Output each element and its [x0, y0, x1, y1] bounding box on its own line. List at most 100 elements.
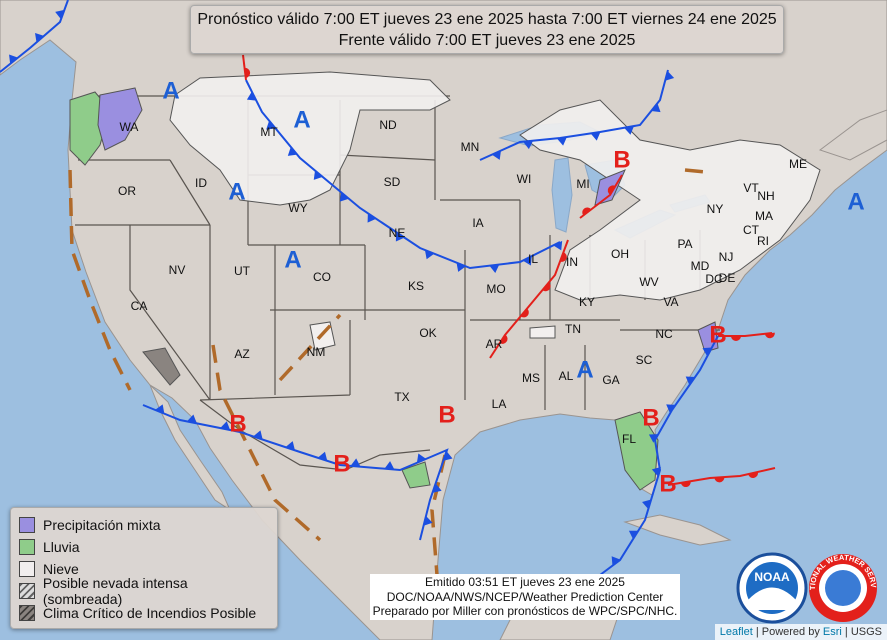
footer-line: Emitido 03:51 ET jueves 23 ene 2025 [425, 575, 625, 589]
state-label: RI [757, 234, 769, 248]
front-pip [266, 120, 276, 130]
legend-item: Lluvia [19, 536, 269, 558]
state-label: MN [461, 140, 480, 154]
state-label: NJ [719, 250, 734, 264]
front-pip [559, 252, 567, 262]
front-pip [350, 458, 361, 467]
state-label: LA [492, 397, 507, 411]
pressure-center: A [284, 246, 301, 273]
snow-area [169, 71, 451, 206]
maritimes [818, 109, 887, 161]
noaa-text: NOAA [754, 570, 790, 584]
state-label: CA [131, 299, 148, 313]
state-label: WI [517, 172, 532, 186]
cuba [623, 514, 732, 546]
state-label: ND [379, 118, 397, 132]
state-label: IL [528, 252, 538, 266]
front-pip [556, 136, 567, 146]
state-label: ME [789, 157, 807, 171]
state-label: CT [743, 223, 760, 237]
legend-swatch [19, 583, 35, 599]
state-label: MI [576, 177, 589, 191]
front-pip [748, 471, 759, 479]
front-pip [155, 404, 165, 414]
legend-swatch [19, 561, 35, 577]
title-box: Pronóstico válido 7:00 ET jueves 23 ene … [190, 5, 784, 54]
cold-front [599, 335, 719, 576]
legend-swatch [19, 605, 35, 621]
legend-item: Clima Crítico de Incendios Posible [19, 602, 269, 624]
pressure-center: A [162, 77, 179, 104]
footer-box: Emitido 03:51 ET jueves 23 ene 2025 DOC/… [370, 574, 680, 620]
pressure-center: B [438, 401, 455, 428]
warm-front [718, 332, 773, 337]
attribution-link[interactable]: Esri [822, 626, 842, 638]
fronts [0, 0, 776, 576]
front-pip [491, 150, 501, 160]
state-label: AL [559, 369, 574, 383]
state-label: MT [260, 125, 278, 139]
state-label: KY [579, 295, 595, 309]
front-pip [607, 185, 616, 195]
state-label: OH [611, 247, 629, 261]
noaa-logo-wave [748, 587, 796, 610]
pressure-center: B [709, 321, 726, 348]
front-pip [416, 453, 427, 463]
state-label: ID [195, 176, 207, 190]
border [199, 399, 431, 471]
pressure-center: B [333, 450, 350, 477]
trough [278, 313, 342, 382]
state-label: GA [602, 373, 619, 387]
legend-item: Nieve [19, 558, 269, 580]
front-pip [246, 91, 257, 101]
front-pip [651, 466, 661, 477]
attribution-link[interactable]: Leaflet [719, 626, 753, 638]
front-pip [317, 451, 328, 461]
front-pip [423, 515, 433, 526]
legend-swatch [19, 539, 35, 555]
legend: Precipitación mixta Lluvia Nieve Posible ne… [10, 507, 278, 629]
front-pip [651, 103, 661, 113]
front-pip [665, 71, 675, 81]
pressure-center: B [659, 470, 676, 497]
pressure-center: B [642, 404, 659, 431]
state-label: VT [743, 181, 759, 195]
warm-front [489, 239, 569, 359]
legend-label: Precipitación mixta [43, 517, 161, 533]
front-pip [313, 170, 323, 180]
rain-area [614, 411, 659, 491]
snow-area [529, 325, 556, 339]
trough [211, 344, 322, 542]
front-pip [220, 421, 231, 431]
front-pip [542, 282, 551, 292]
front-pip [424, 249, 435, 260]
front-pip [499, 334, 508, 344]
state-label: SD [384, 175, 401, 189]
state-label: IN [566, 255, 578, 269]
state-label: CO [313, 270, 331, 284]
cold-front [142, 404, 449, 541]
state-label: NC [655, 327, 673, 341]
warm-front [242, 54, 247, 81]
front-pip [186, 414, 197, 424]
legend-label: Posible nevada intensa (sombreada) [42, 575, 188, 607]
state-label: TN [565, 322, 581, 336]
troughs [68, 168, 706, 576]
front-pip [367, 213, 377, 223]
state-label: MO [486, 282, 505, 296]
state-label: WA [120, 120, 139, 134]
state-label: NM [307, 345, 326, 359]
trough [684, 168, 706, 174]
front-pip [685, 376, 696, 386]
state-label: VA [663, 295, 678, 309]
footer-line: Preparado por Miller con pronósticos de … [372, 604, 678, 618]
state-label: WV [639, 275, 658, 289]
cold-front [479, 69, 669, 161]
state-label: NY [707, 202, 724, 216]
state-label: NH [757, 189, 774, 203]
state-label: OR [118, 184, 136, 198]
state-label: PA [677, 237, 692, 251]
state-label: FL [622, 432, 636, 446]
front-pip [443, 451, 453, 461]
rain-area [401, 461, 431, 489]
